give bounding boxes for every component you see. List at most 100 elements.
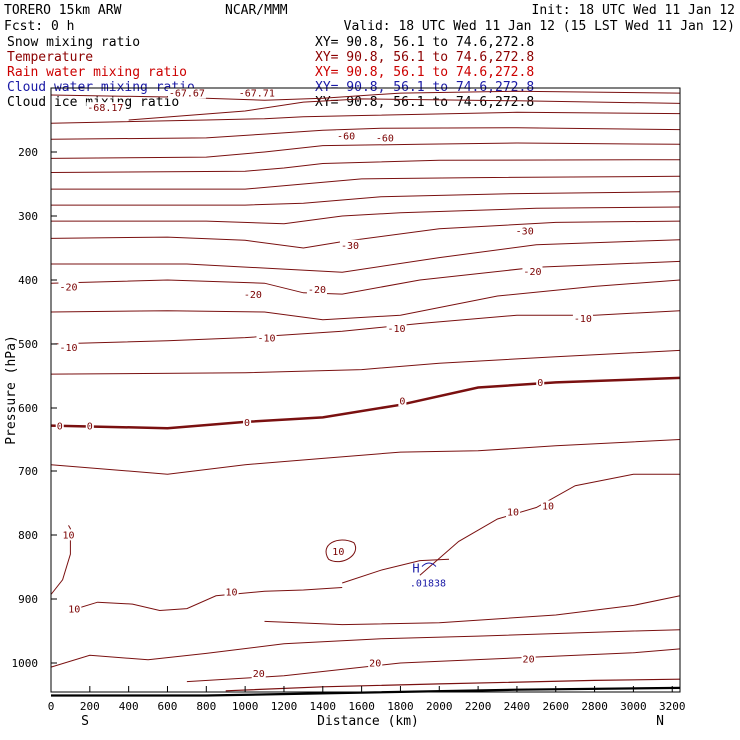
high-value: .01838	[410, 579, 446, 590]
x-tick-label: 2000	[426, 700, 453, 713]
contour-label: 10	[226, 587, 238, 598]
contour-label-bg	[398, 395, 407, 407]
isotherm	[225, 678, 681, 692]
north-label: N	[656, 714, 664, 729]
x-tick-label: 1200	[271, 700, 298, 713]
field-name: Snow mixing ratio	[7, 35, 140, 50]
x-tick-label: 600	[158, 700, 178, 713]
field-section-coords: XY= 90.8, 56.1 to 74.6,272.8	[315, 95, 534, 110]
isotherm	[50, 142, 681, 159]
contour-label-bg	[386, 323, 407, 334]
contour-label: -10	[574, 314, 592, 325]
x-tick-label: 200	[80, 700, 100, 713]
x-tick-label: 2600	[543, 700, 570, 713]
isotherm	[50, 349, 681, 375]
contour-label-bg	[572, 312, 593, 324]
isotherm	[128, 98, 681, 121]
contour-label: -68.17	[87, 103, 123, 114]
contour-label-bg	[237, 87, 276, 99]
contour-label: 10	[62, 530, 74, 541]
contour-label: 0	[399, 396, 405, 407]
contour-label-bg	[243, 416, 252, 428]
field-section-coords: XY= 90.8, 56.1 to 74.6,272.8	[315, 50, 534, 65]
contour-label: -67.71	[239, 88, 275, 99]
contour-label: 0	[537, 378, 543, 389]
isotherm	[50, 90, 681, 101]
y-axis: 200 300 400 500 600 700 800 900 1000	[12, 146, 57, 670]
contour-label-bg	[514, 225, 535, 237]
y-tick-label: 700	[18, 465, 38, 478]
contour-label-bg	[540, 500, 556, 512]
contour-label: -30	[516, 227, 534, 238]
contour-label: -60	[376, 133, 394, 144]
contour-label-bg	[536, 376, 545, 388]
y-tick-label: 300	[18, 210, 38, 223]
contour-label: 20	[369, 658, 381, 669]
y-tick-label: 200	[18, 146, 38, 159]
contour-label-bg	[67, 603, 82, 615]
isotherm	[70, 587, 343, 612]
forecast-hour: Fcst: 0 h	[4, 19, 74, 34]
contour-label-bg	[242, 289, 263, 301]
contour-label: 0	[57, 422, 63, 433]
contour-label: -30	[341, 241, 359, 252]
x-tick-label: 1400	[310, 700, 337, 713]
high-marker-arc	[421, 562, 437, 567]
contour-label: 10	[332, 547, 344, 558]
init-time: Init: 18 UTC Wed 11 Jan 12	[532, 3, 736, 18]
field-section-coords: XY= 90.8, 56.1 to 74.6,272.8	[315, 65, 534, 80]
isotherm-loop	[325, 539, 357, 563]
contour-label-bg	[167, 87, 206, 99]
x-axis: 0 200 400 600 800 1000 1200 1400 1600 1800 2000 220…	[48, 686, 685, 713]
contour-label-bg	[58, 342, 79, 354]
isotherm	[50, 629, 681, 668]
contour-label: 20	[253, 669, 265, 680]
isotherm	[50, 220, 681, 249]
x-tick-label: 2800	[581, 700, 608, 713]
y-tick-label: 800	[18, 529, 38, 542]
isotherm	[50, 159, 681, 173]
x-tick-label: 3000	[620, 700, 647, 713]
contour-label-bg	[55, 420, 64, 432]
x-tick-label: 0	[48, 700, 55, 713]
contour-label: -20	[308, 285, 326, 296]
high-marker: H	[412, 562, 419, 576]
y-tick-label: 900	[18, 593, 38, 606]
field-list: Snow mixing ratio XY= 90.8, 56.1 to 74.6,…	[7, 35, 534, 110]
contour-label-bg	[86, 102, 125, 114]
contour-label-bg	[368, 657, 383, 669]
x-axis-label: Distance (km)	[317, 714, 419, 729]
x-tick-label: 1600	[348, 700, 375, 713]
contour-label: -60	[337, 131, 355, 142]
contour-label: 0	[87, 422, 93, 433]
contour-label: 10	[68, 605, 80, 616]
contour-label: -10	[59, 343, 77, 354]
contour-label: 20	[523, 655, 535, 666]
contour-label-bg	[251, 667, 266, 679]
x-tick-label: 2200	[465, 700, 492, 713]
temperature-contours	[50, 90, 681, 697]
contour-label-bg	[506, 506, 521, 518]
field-section-coords: XY= 90.8, 56.1 to 74.6,272.8	[315, 35, 534, 50]
contour-label: -67.67	[169, 88, 205, 99]
isotherm	[50, 111, 681, 124]
field-name: Temperature	[7, 50, 93, 65]
plot-frame	[50, 87, 681, 693]
contour-label: -20	[59, 282, 77, 293]
contour-labels: -67.67 -67.71 -68.17 -60 -60 -30 -30 -20 -20 -20 -…	[55, 87, 593, 680]
south-label: S	[81, 714, 89, 729]
extrema-markers: H .01838	[410, 562, 446, 590]
isotherm	[50, 279, 681, 321]
contour-label: -10	[388, 324, 406, 335]
isotherm	[51, 206, 681, 225]
y-tick-label: 400	[18, 274, 38, 287]
contour-label: 10	[542, 502, 554, 513]
y-tick-label: 600	[18, 402, 38, 415]
isotherm	[50, 127, 681, 140]
contour-label-bg	[256, 332, 277, 344]
field-name: Rain water mixing ratio	[7, 65, 187, 80]
x-tick-label: 1800	[387, 700, 414, 713]
isotherm	[419, 473, 680, 576]
y-tick-label: 1000	[12, 657, 39, 670]
contour-label: 0	[244, 418, 250, 429]
